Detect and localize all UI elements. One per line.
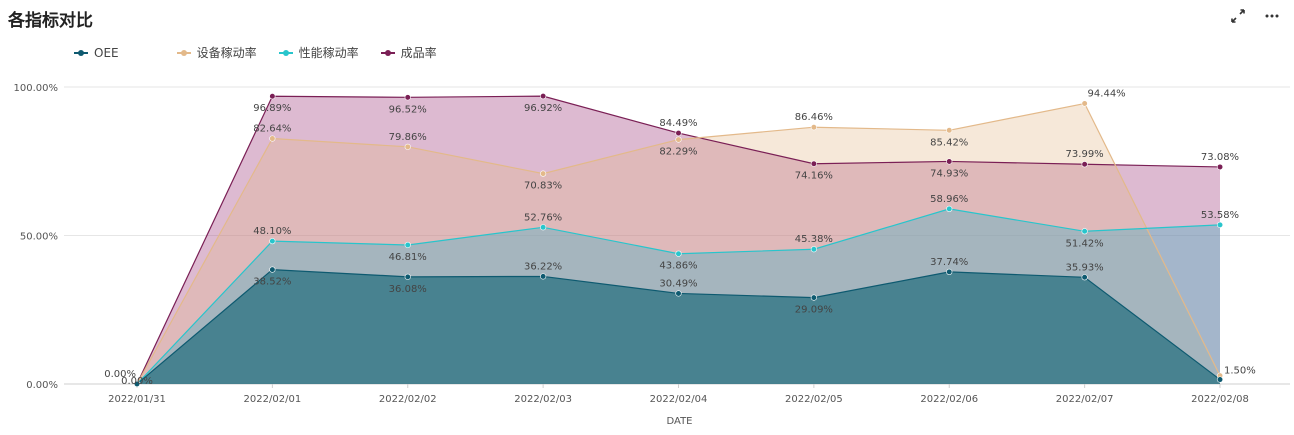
- data-point: [404, 241, 411, 249]
- data-point: [946, 268, 953, 276]
- data-label: 82.29%: [659, 147, 697, 158]
- data-label: 0.00%: [104, 369, 136, 380]
- data-point: [1081, 274, 1088, 281]
- legend-marker-icon: [278, 48, 293, 58]
- data-point: [1081, 228, 1088, 235]
- data-label: 74.16%: [795, 171, 833, 182]
- data-label: 70.83%: [524, 181, 562, 192]
- data-point: [675, 250, 682, 257]
- data-point: [810, 124, 817, 131]
- data-point: [269, 238, 276, 245]
- data-label: 73.08%: [1201, 152, 1239, 163]
- data-label: 96.92%: [524, 103, 562, 114]
- legend-item-yield-rate[interactable]: 成品率: [380, 44, 437, 61]
- data-label: 46.81%: [389, 252, 427, 263]
- legend-marker-icon: [176, 48, 191, 58]
- data-label: 52.76%: [524, 212, 562, 223]
- data-label: 85.42%: [930, 137, 968, 148]
- legend-marker-icon: [380, 48, 395, 58]
- x-tick-label: 2022/02/01: [244, 394, 302, 405]
- data-label: 94.44%: [1088, 89, 1126, 100]
- y-tick-label: 0.00%: [26, 380, 58, 391]
- data-point: [810, 246, 817, 253]
- data-label: 29.09%: [795, 305, 833, 316]
- data-point: [1216, 221, 1224, 228]
- legend-item-performance-utilization[interactable]: 性能稼动率: [278, 44, 359, 61]
- legend-label: 设备稼动率: [196, 46, 257, 60]
- data-point: [946, 205, 953, 212]
- expand-icon[interactable]: [1228, 6, 1248, 26]
- data-point: [946, 127, 953, 134]
- data-point: [269, 266, 276, 273]
- data-label: 36.08%: [389, 284, 427, 295]
- y-tick-label: 50.00%: [20, 232, 58, 243]
- data-label: 86.46%: [795, 112, 833, 123]
- legend-label: OEE: [94, 45, 119, 60]
- data-point: [133, 380, 141, 388]
- chart-title: 各指标对比: [8, 11, 93, 31]
- data-point: [810, 294, 817, 301]
- data-label: 35.93%: [1066, 262, 1104, 273]
- legend-item-oee[interactable]: OEE: [74, 44, 119, 61]
- data-point: [540, 170, 547, 177]
- data-point: [540, 224, 547, 231]
- data-label: 36.22%: [524, 261, 562, 272]
- data-point: [269, 135, 276, 142]
- data-point: [675, 129, 682, 137]
- data-label: 73.99%: [1066, 149, 1104, 160]
- x-tick-label: 2022/02/05: [785, 394, 843, 405]
- data-point: [1081, 100, 1088, 107]
- data-label: 53.58%: [1201, 210, 1239, 221]
- data-label: 58.96%: [930, 194, 968, 205]
- data-point: [540, 273, 547, 280]
- data-point: [1081, 161, 1088, 168]
- data-point: [404, 143, 411, 150]
- data-point: [269, 93, 276, 100]
- x-tick-label: 2022/02/08: [1191, 394, 1249, 405]
- chart-legend: OEE 设备稼动率 性能稼动率 成品率: [74, 44, 437, 61]
- y-tick-label: 100.00%: [14, 83, 59, 94]
- x-tick-label: 2022/02/07: [1056, 394, 1114, 405]
- data-point: [946, 158, 953, 165]
- legend-label: 成品率: [400, 46, 437, 60]
- x-tick-label: 2022/02/04: [650, 394, 708, 405]
- x-tick-label: 2022/02/02: [379, 394, 437, 405]
- x-axis-title: DATE: [666, 416, 692, 427]
- more-icon[interactable]: [1262, 6, 1282, 26]
- data-label: 96.52%: [389, 104, 427, 115]
- x-tick-label: 2022/02/03: [514, 394, 572, 405]
- x-tick-label: 2022/02/06: [920, 394, 978, 405]
- data-label: 96.89%: [253, 103, 291, 114]
- x-axis: 2022/01/31 2022/02/01 2022/02/02 2022/02/03…: [108, 384, 1249, 427]
- chart-toolbar: [1228, 6, 1282, 26]
- data-point: [675, 290, 682, 297]
- data-point: [404, 273, 411, 280]
- data-point: [810, 160, 817, 167]
- series-area: [137, 269, 1220, 384]
- data-point: [404, 94, 411, 101]
- data-label: 30.49%: [659, 278, 697, 289]
- data-label: 1.50%: [1224, 366, 1256, 377]
- data-point: [1216, 376, 1224, 383]
- data-label: 84.49%: [659, 118, 697, 129]
- data-point: [1216, 163, 1224, 171]
- data-label: 45.38%: [795, 234, 833, 245]
- data-label: 74.93%: [930, 168, 968, 179]
- data-label: 38.52%: [253, 277, 291, 288]
- data-label: 79.86%: [389, 132, 427, 143]
- data-point: [675, 136, 682, 143]
- data-label: 51.42%: [1066, 238, 1104, 249]
- data-label: 0.00%: [121, 376, 153, 387]
- data-point: [540, 93, 547, 100]
- data-label: 82.64%: [253, 124, 291, 135]
- data-label: 43.86%: [659, 261, 697, 272]
- legend-label: 性能稼动率: [298, 46, 359, 60]
- data-label: 37.74%: [930, 257, 968, 268]
- x-tick-label: 2022/01/31: [108, 394, 166, 405]
- data-label: 48.10%: [253, 226, 291, 237]
- legend-item-equipment-utilization[interactable]: 设备稼动率: [176, 44, 257, 61]
- legend-marker-icon: [74, 48, 88, 58]
